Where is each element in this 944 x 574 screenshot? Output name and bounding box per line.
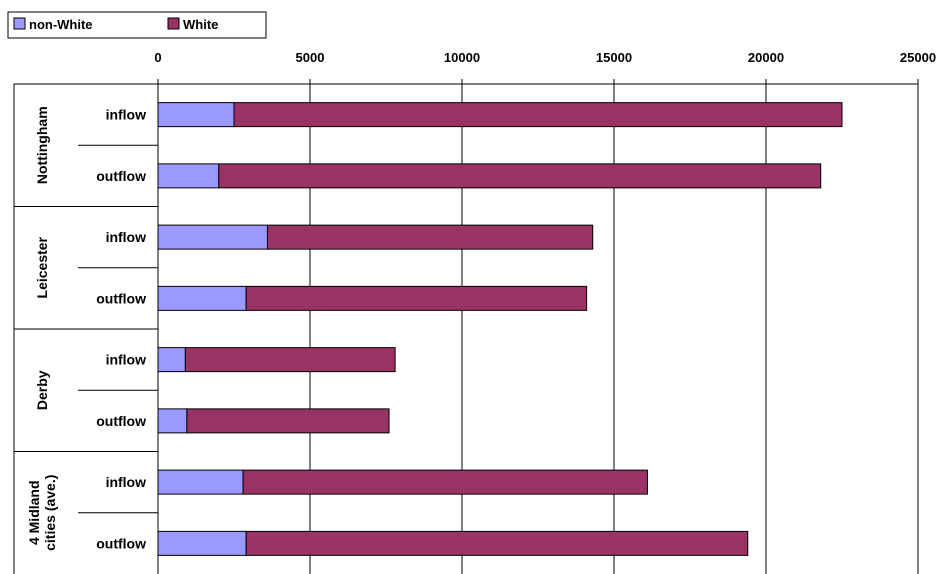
bar-4-midland-cities-ave--outflow-non_white [157,530,247,556]
group-label-4-midland-cities-ave-: cities (ave.) [42,475,58,551]
tick-label-10000: 10000 [444,50,480,65]
row-label-outflow: outflow [96,413,146,429]
bar-nottingham-inflow-non_white [157,102,235,128]
legend: non-White White [7,11,267,39]
row-label-outflow: outflow [96,290,146,306]
bar-leicester-outflow-white [245,285,588,311]
row-label-outflow: outflow [96,168,146,184]
tick-label-15000: 15000 [596,50,632,65]
legend-label-non_white: non-White [29,17,93,32]
group-label-nottingham: Nottingham [34,106,50,184]
group-label-4-midland-cities-ave-: 4 Midland [26,480,42,545]
bar-4-midland-cities-ave--inflow-white [242,469,648,495]
bar-derby-outflow-white [186,408,390,434]
bar-leicester-inflow-white [266,224,594,250]
group-label-leicester: Leicester [34,236,50,298]
tick-label-20000: 20000 [748,50,784,65]
legend-label-white: White [183,17,218,32]
bar-derby-inflow-non_white [157,347,186,373]
bar-leicester-inflow-non_white [157,224,268,250]
bars [157,102,843,556]
row-label-inflow: inflow [106,107,147,123]
tick-label-0: 0 [154,50,161,65]
bar-nottingham-outflow-non_white [157,163,220,189]
row-label-outflow: outflow [96,535,146,551]
gridlines [309,84,919,574]
legend-swatch-white [167,17,180,30]
row-label-inflow: inflow [106,474,147,490]
axes [13,83,918,574]
row-label-inflow: inflow [106,229,147,245]
tick-label-5000: 5000 [296,50,325,65]
row-label-inflow: inflow [106,352,147,368]
category-labels: inflow outflow inflow outflow inflow outflow i… [26,106,146,551]
bar-derby-outflow-non_white [157,408,188,434]
bar-4-midland-cities-ave--outflow-white [245,530,749,556]
legend-swatch-non_white [13,17,26,30]
bar-4-midland-cities-ave--inflow-non_white [157,469,244,495]
group-label-derby: Derby [34,370,50,410]
legend-box [7,11,267,39]
bar-leicester-outflow-non_white [157,285,247,311]
bar-derby-inflow-white [184,347,396,373]
bar-nottingham-outflow-white [218,163,822,189]
x-axis-ticks: 0 5000 10000 15000 20000 25000 [154,50,936,84]
bar-nottingham-inflow-white [233,102,843,128]
tick-label-25000: 25000 [900,50,936,65]
